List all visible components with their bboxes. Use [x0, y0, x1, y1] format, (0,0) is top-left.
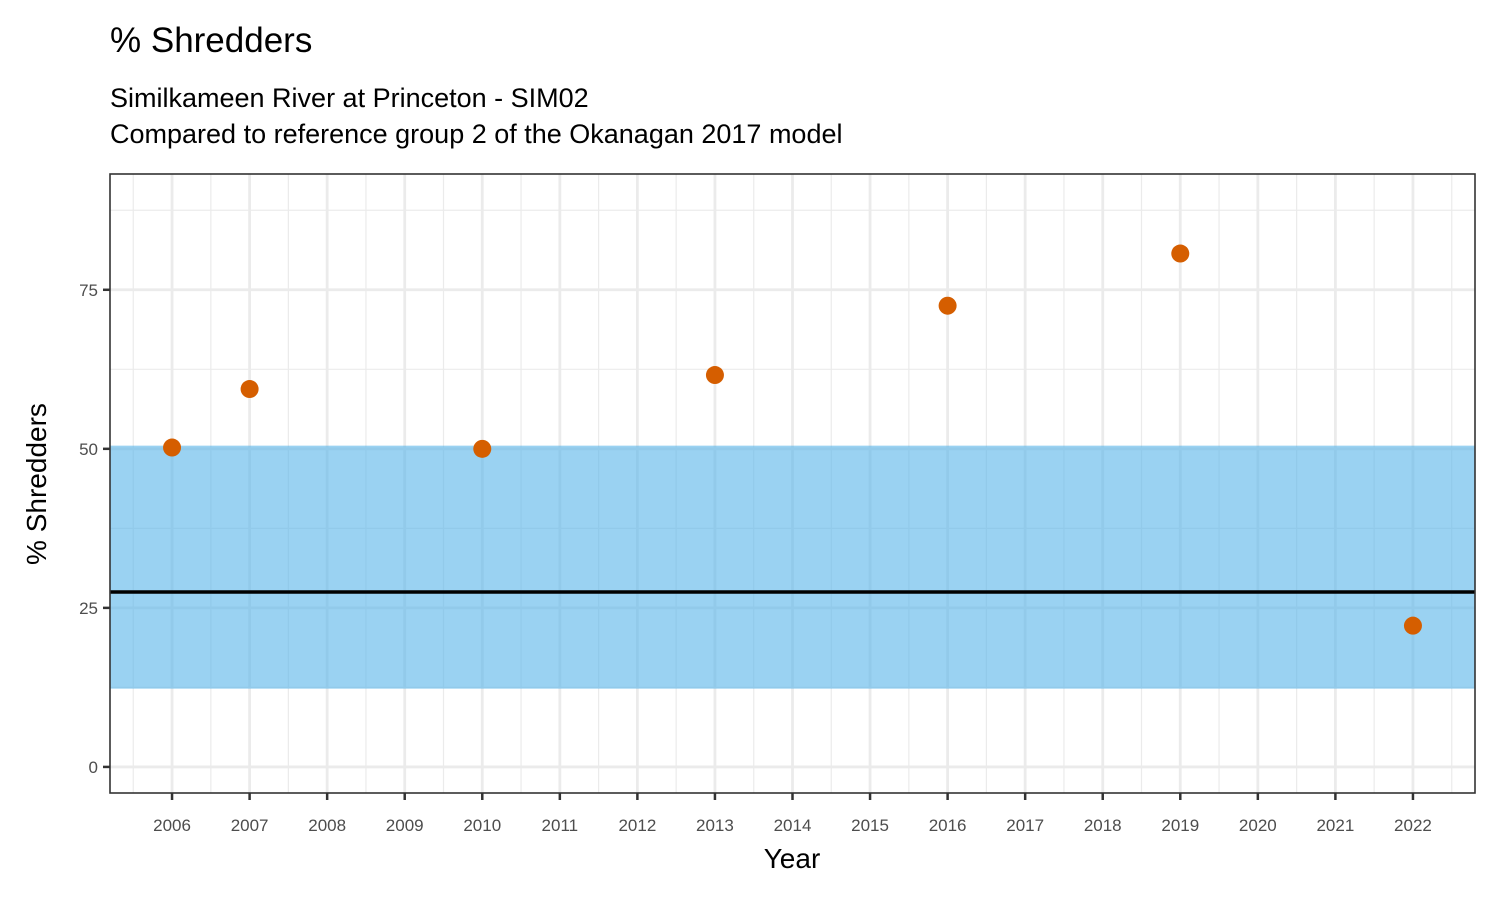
- x-axis: 2006 2007 2008 2009 2010 2011 2012 2013 2014 2015…: [153, 793, 1432, 835]
- x-tick-label: 2016: [929, 816, 967, 835]
- reference-band: [110, 445, 1475, 689]
- chart-subtitle-line-1: Similkameen River at Princeton - SIM02: [110, 83, 589, 113]
- x-tick-label: 2007: [231, 816, 269, 835]
- x-tick-label: 2008: [308, 816, 346, 835]
- y-axis-title: % Shredders: [21, 403, 52, 565]
- x-tick-label: 2020: [1239, 816, 1277, 835]
- x-tick-label: 2019: [1161, 816, 1199, 835]
- x-tick-label: 2015: [851, 816, 889, 835]
- x-tick-label: 2012: [618, 816, 656, 835]
- data-point-2013: [705, 366, 724, 385]
- x-tick-label: 2010: [463, 816, 501, 835]
- data-point-2006: [163, 438, 182, 457]
- y-tick-label: 75: [79, 281, 98, 300]
- data-points: [163, 244, 1422, 635]
- reference-band-layer: [110, 445, 1475, 689]
- data-point-2016: [938, 296, 957, 315]
- x-tick-label: 2014: [774, 816, 812, 835]
- x-tick-label: 2011: [542, 816, 579, 835]
- y-tick-label: 50: [79, 440, 98, 459]
- x-axis-title: Year: [764, 843, 821, 874]
- x-tick-label: 2009: [386, 816, 424, 835]
- y-axis: 0 25 50 75: [79, 281, 110, 777]
- x-tick-label: 2021: [1316, 816, 1354, 835]
- data-point-2010: [473, 439, 492, 458]
- y-tick-label: 0: [89, 758, 98, 777]
- data-point-2007: [240, 380, 259, 399]
- chart-title: % Shredders: [110, 21, 312, 60]
- chart-subtitle-line-2: Compared to reference group 2 of the Oka…: [110, 119, 842, 149]
- x-tick-label: 2022: [1394, 816, 1432, 835]
- x-tick-label: 2013: [696, 816, 734, 835]
- data-point-2019: [1171, 244, 1190, 263]
- y-tick-label: 25: [79, 599, 98, 618]
- data-point-2022: [1403, 616, 1422, 635]
- x-tick-label: 2017: [1006, 816, 1044, 835]
- x-tick-label: 2018: [1084, 816, 1122, 835]
- x-tick-label: 2006: [153, 816, 191, 835]
